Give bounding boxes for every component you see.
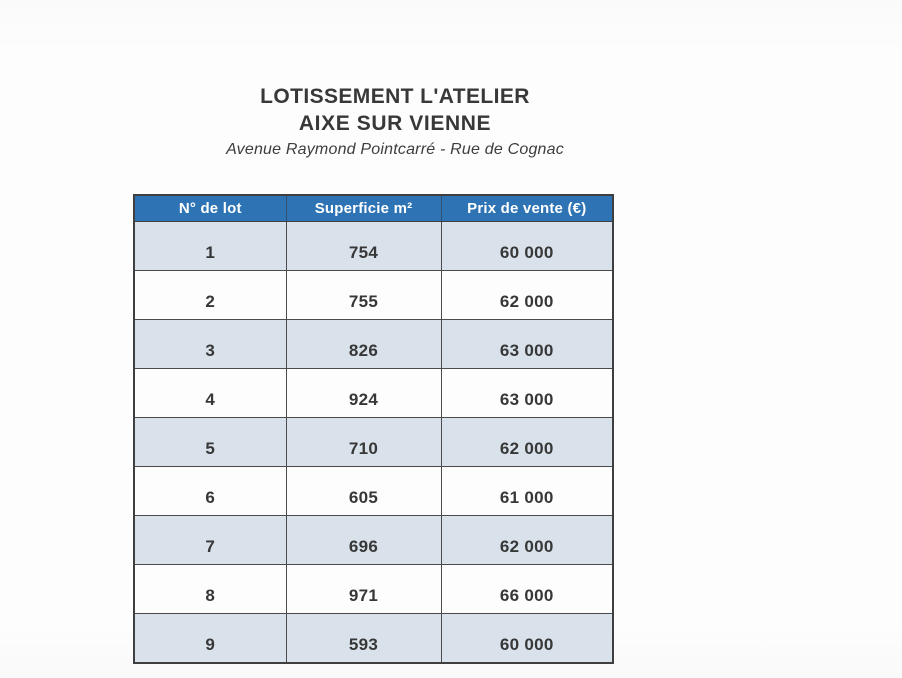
cell-lot-number: 4	[133, 368, 287, 418]
cell-lot-number: 3	[133, 319, 287, 369]
table-header: N° de lot Superficie m² Prix de vente (€…	[133, 194, 614, 222]
table-row: 4 924 63 000	[133, 368, 614, 418]
table-row: 7 696 62 000	[133, 515, 614, 565]
cell-lot-number: 7	[133, 515, 287, 565]
table-row: 6 605 61 000	[133, 466, 614, 516]
cell-prix-vente: 62 000	[440, 417, 614, 467]
cell-lot-number: 1	[133, 221, 287, 271]
cell-superficie: 971	[285, 564, 442, 614]
table-row: 5 710 62 000	[133, 417, 614, 467]
column-header-lot-number: N° de lot	[133, 194, 287, 222]
cell-superficie: 710	[285, 417, 442, 467]
cell-prix-vente: 63 000	[440, 368, 614, 418]
cell-lot-number: 6	[133, 466, 287, 516]
cell-prix-vente: 62 000	[440, 515, 614, 565]
table-row: 3 826 63 000	[133, 319, 614, 369]
lots-price-table: N° de lot Superficie m² Prix de vente (€…	[133, 194, 614, 664]
title-line-2: AIXE SUR VIENNE	[298, 112, 492, 135]
cell-lot-number: 2	[133, 270, 287, 320]
cell-prix-vente: 60 000	[440, 613, 614, 664]
cell-superficie: 826	[285, 319, 442, 369]
cell-superficie: 593	[285, 613, 442, 664]
cell-prix-vente: 60 000	[440, 221, 614, 271]
column-header-prix-vente: Prix de vente (€)	[440, 194, 614, 222]
title-line-1: LOTISSEMENT L'ATELIER	[260, 85, 530, 108]
column-header-superficie: Superficie m²	[285, 194, 442, 222]
table-row: 1 754 60 000	[133, 221, 614, 271]
cell-lot-number: 8	[133, 564, 287, 614]
cell-superficie: 924	[285, 368, 442, 418]
cell-lot-number: 5	[133, 417, 287, 467]
cell-prix-vente: 63 000	[440, 319, 614, 369]
cell-prix-vente: 66 000	[440, 564, 614, 614]
cell-lot-number: 9	[133, 613, 287, 664]
cell-prix-vente: 62 000	[440, 270, 614, 320]
address-subtitle: Avenue Raymond Pointcarré - Rue de Cogna…	[226, 141, 564, 158]
table-row: 2 755 62 000	[133, 270, 614, 320]
cell-superficie: 696	[285, 515, 442, 565]
table-header-row: N° de lot Superficie m² Prix de vente (€…	[133, 194, 614, 222]
table-row: 9 593 60 000	[133, 613, 614, 664]
table-body: 1 754 60 000 2 755 62 000 3 826 63 000 4…	[133, 221, 614, 664]
table-row: 8 971 66 000	[133, 564, 614, 614]
cell-prix-vente: 61 000	[440, 466, 614, 516]
cell-superficie: 754	[285, 221, 442, 271]
cell-superficie: 755	[285, 270, 442, 320]
cell-superficie: 605	[285, 466, 442, 516]
document-title-block: LOTISSEMENT L'ATELIER AIXE SUR VIENNE Av…	[144, 84, 646, 159]
